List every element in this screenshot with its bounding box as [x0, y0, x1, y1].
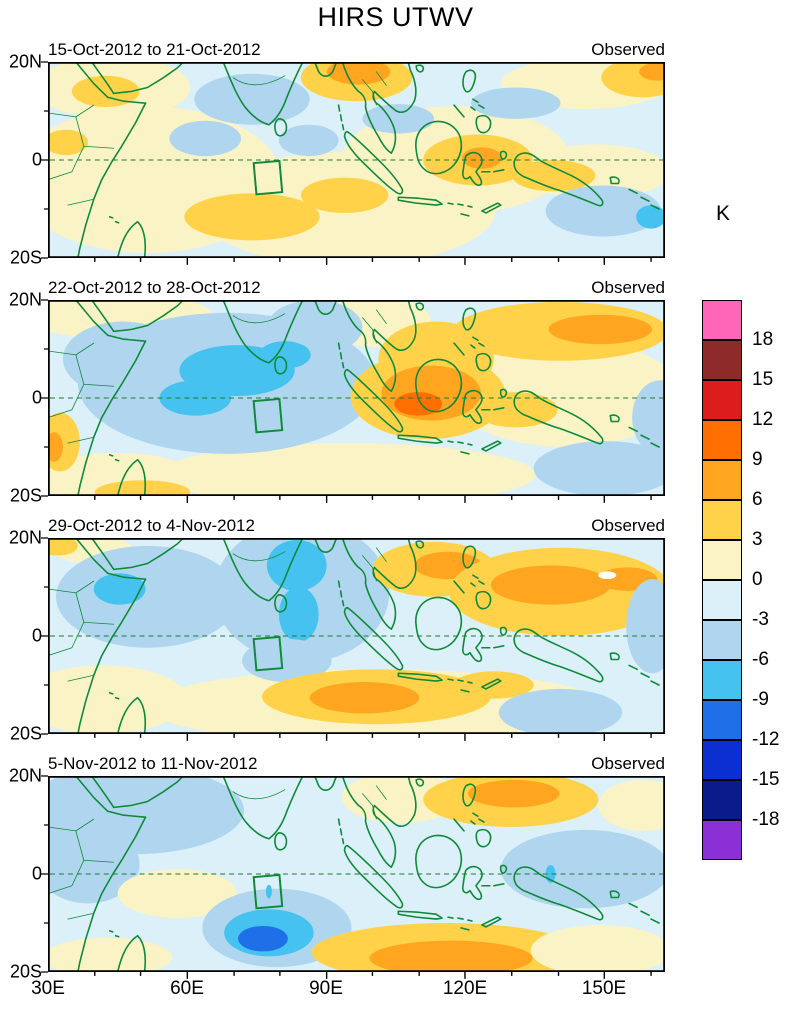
y-tick-0: 0 [31, 625, 42, 646]
panel-3-title: 29-Oct-2012 to 4-Nov-2012 [48, 516, 255, 535]
colorbar-cell [702, 500, 742, 540]
colorbar-unit-label: K [716, 202, 731, 225]
panel-4-title: 5-Nov-2012 to 11-Nov-2012 [48, 754, 258, 773]
colorbar-cell [702, 420, 742, 460]
colorbar-cell [702, 740, 742, 780]
map-panel-4 [40, 775, 666, 980]
panel-4-header: 5-Nov-2012 to 11-Nov-2012 Observed [48, 750, 665, 774]
panel-3-source-label: Observed [591, 516, 665, 535]
colorbar-cell [702, 380, 742, 420]
panel-2: 22-Oct-2012 to 28-Oct-2012 Observed 20N … [0, 274, 680, 506]
y-tick-20n: 20N [8, 527, 42, 548]
colorbar: 18 15 12 9 6 3 0 -3 -6 -9 -12 -15 -18 [702, 300, 791, 860]
y-tick-20n: 20N [8, 765, 42, 786]
y-tick-20s: 20S [9, 723, 42, 744]
colorbar-tick-label: 18 [752, 329, 774, 350]
colorbar-swatches [702, 300, 742, 860]
y-tick-20s: 20S [9, 485, 42, 506]
colorbar-cell [702, 300, 742, 340]
y-tick-0: 0 [31, 149, 42, 170]
y-tick-20n: 20N [8, 289, 42, 310]
colorbar-tick-label: -18 [752, 809, 780, 830]
colorbar-tick-label: -3 [752, 609, 769, 630]
y-tick-0: 0 [31, 387, 42, 408]
anomaly-field [48, 62, 665, 258]
panel-1-title: 15-Oct-2012 to 21-Oct-2012 [48, 40, 261, 59]
panel-2-header: 22-Oct-2012 to 28-Oct-2012 Observed [48, 274, 665, 298]
panel-2-source-label: Observed [591, 278, 665, 297]
colorbar-tick-label: -6 [752, 649, 769, 670]
y-tick-20s: 20S [9, 247, 42, 268]
x-tick-150e: 150E [581, 978, 627, 999]
colorbar-cell [702, 340, 742, 380]
anomaly-field [48, 538, 665, 734]
y-tick-20n: 20N [8, 51, 42, 72]
colorbar-cell [702, 460, 742, 500]
colorbar-cell [702, 780, 742, 820]
panel-4-source-label: Observed [591, 754, 665, 773]
colorbar-cell [702, 620, 742, 660]
colorbar-cell [702, 820, 742, 860]
panel-4: 5-Nov-2012 to 11-Nov-2012 Observed 20N 0… [0, 750, 680, 982]
panel-3-header: 29-Oct-2012 to 4-Nov-2012 Observed [48, 512, 665, 536]
colorbar-cell [702, 580, 742, 620]
colorbar-tick-label: -12 [752, 729, 780, 750]
panel-1: 15-Oct-2012 to 21-Oct-2012 Observed 20N … [0, 36, 680, 268]
colorbar-tick-label: 15 [752, 369, 774, 390]
colorbar-cell [702, 660, 742, 700]
x-tick-30e: 30E [31, 978, 65, 999]
panel-1-header: 15-Oct-2012 to 21-Oct-2012 Observed [48, 36, 665, 60]
y-tick-20s: 20S [9, 961, 42, 982]
colorbar-tick-label: 0 [752, 569, 763, 590]
colorbar-tick-label: 6 [752, 489, 763, 510]
x-tick-60e: 60E [170, 978, 204, 999]
anomaly-field [48, 776, 665, 972]
colorbar-tick-label: 9 [752, 449, 763, 470]
panel-3: 29-Oct-2012 to 4-Nov-2012 Observed 20N 0… [0, 512, 680, 744]
map-panel-1 [40, 61, 666, 266]
x-tick-120e: 120E [442, 978, 488, 999]
colorbar-tick-label: 3 [752, 529, 763, 550]
colorbar-tick-labels: 18 15 12 9 6 3 0 -3 -6 -9 -12 -15 -18 [752, 300, 791, 860]
panel-1-source-label: Observed [591, 40, 665, 59]
colorbar-tick-label: 12 [752, 409, 774, 430]
figure-title: HIRS UTWV [317, 2, 474, 32]
colorbar-cell [702, 700, 742, 740]
colorbar-tick-label: -15 [752, 769, 780, 790]
colorbar-cell [702, 540, 742, 580]
map-panel-3 [40, 537, 666, 742]
x-axis-labels: 30E 60E 90E 120E 150E [0, 978, 791, 1004]
anomaly-field [48, 300, 665, 496]
y-tick-0: 0 [31, 863, 42, 884]
map-panel-2 [40, 299, 666, 504]
colorbar-tick-label: -9 [752, 689, 769, 710]
panel-2-title: 22-Oct-2012 to 28-Oct-2012 [48, 278, 261, 297]
x-tick-90e: 90E [309, 978, 343, 999]
